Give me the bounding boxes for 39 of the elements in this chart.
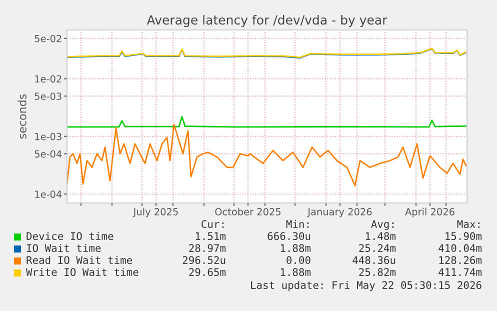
x-tick-label: July 2025	[132, 208, 178, 218]
text: Last update: Fri May 22 05:30:15 2026	[251, 280, 482, 292]
x-tick-label: October 2025	[215, 208, 281, 216]
text: 128.26m	[439, 256, 482, 264]
x-tick-label: April 2026	[405, 208, 454, 218]
y-tick-label: 5e-04	[34, 150, 62, 158]
text: 25.24m	[359, 244, 396, 252]
y-tick-label: 1e-03	[35, 132, 62, 140]
text: 666.30u	[268, 232, 310, 240]
y-axis-title: seconds	[18, 94, 26, 139]
text: Min:	[286, 220, 308, 228]
text: Max:	[457, 220, 480, 228]
text: Avg:	[371, 220, 394, 230]
line-series	[67, 124, 467, 186]
text: 29.65m	[189, 268, 226, 276]
chart-title: Average latency for /dev/vda - by year	[146, 14, 388, 28]
text: 296.52u	[182, 256, 226, 264]
text: 1.51m	[196, 232, 226, 240]
text: 15.90m	[446, 232, 482, 240]
text: 1.48m	[366, 232, 396, 240]
legend-label: IO Wait time	[27, 244, 101, 252]
x-tick-label: January 2026	[307, 208, 372, 218]
legend-label: Read IO Wait time	[26, 256, 132, 264]
text: 28.97m	[189, 244, 226, 252]
text: 1.88m	[280, 244, 311, 252]
text: 411.74m	[438, 268, 482, 276]
y-tick-label: 5e-03	[34, 92, 62, 100]
y-tick-label: 1e-02	[35, 75, 62, 83]
text: 1.88m	[280, 268, 311, 276]
legend-label: Device IO time	[26, 232, 114, 240]
text: 0.00	[286, 256, 310, 264]
text: Cur:	[202, 220, 224, 228]
y-tick-label: 5e-02	[34, 34, 62, 42]
text: 410.04m	[438, 244, 482, 252]
text: 25.82m	[359, 268, 396, 276]
y-tick-label: 1e-04	[35, 190, 62, 198]
text: 448.36u	[352, 256, 396, 264]
legend-label: Write IO Wait time	[26, 268, 138, 276]
line-series	[67, 116, 467, 128]
